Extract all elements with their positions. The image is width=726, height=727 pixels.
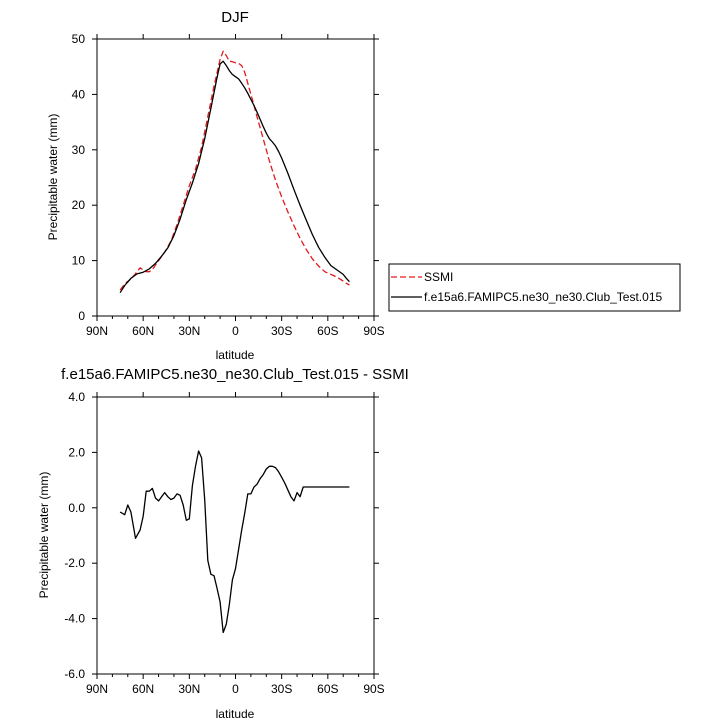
top-x-tick-label: 60N [132, 324, 154, 338]
top-chart: DJF 90N 60N 30N 0 30S 60S 90S 0 10 20 30 40 50 lati… [46, 9, 681, 362]
bottom-x-tick-label: 30S [271, 682, 292, 696]
top-series-line-1 [119, 60, 350, 294]
top-y-tick-label: 30 [72, 143, 86, 157]
bottom-series-group [119, 450, 350, 634]
top-x-ticks: 90N 60N 30N 0 30S 60S 90S [86, 34, 385, 338]
bottom-y-ticks: -6.0 -4.0 -2.0 0.0 2.0 4.0 [64, 390, 379, 681]
legend-label-model: f.e15a6.FAMIPC5.ne30_ne30.Club_Test.015 [424, 290, 662, 304]
top-y-axis-label: Precipitable water (mm) [46, 114, 60, 241]
bottom-chart: f.e15a6.FAMIPC5.ne30_ne30.Club_Test.015 … [37, 366, 409, 721]
top-x-tick-label: 30N [178, 324, 200, 338]
bottom-x-tick-label: 60S [317, 682, 338, 696]
top-x-tick-label: 90N [86, 324, 108, 338]
top-y-tick-label: 10 [72, 254, 86, 268]
bottom-y-tick-label: 2.0 [68, 445, 85, 459]
bottom-series-line-0 [119, 450, 350, 634]
bottom-x-tick-label: 0 [232, 682, 239, 696]
legend-label-ssmi: SSMI [424, 270, 453, 284]
bottom-x-ticks: 90N 60N 30N 0 30S 60S 90S [86, 392, 385, 696]
bottom-y-axis-label: Precipitable water (mm) [37, 472, 51, 599]
bottom-y-tick-label: -6.0 [64, 667, 85, 681]
bottom-y-tick-label: 0.0 [68, 501, 85, 515]
top-y-tick-label: 0 [78, 309, 85, 323]
top-chart-title: DJF [221, 9, 249, 26]
bottom-chart-title: f.e15a6.FAMIPC5.ne30_ne30.Club_Test.015 … [61, 366, 409, 383]
top-x-axis-label: latitude [216, 348, 255, 362]
legend-box [388, 263, 681, 312]
bottom-x-tick-label: 60N [132, 682, 154, 696]
top-x-tick-label: 60S [317, 324, 338, 338]
bottom-y-tick-label: -4.0 [64, 612, 85, 626]
top-series-group [119, 50, 350, 294]
top-y-ticks: 0 10 20 30 40 50 [72, 32, 379, 323]
top-y-tick-label: 20 [72, 198, 86, 212]
top-x-tick-label: 0 [232, 324, 239, 338]
legend: SSMI f.e15a6.FAMIPC5.ne30_ne30.Club_Test… [388, 263, 681, 312]
top-y-tick-label: 50 [72, 32, 86, 46]
bottom-x-tick-label: 30N [178, 682, 200, 696]
bottom-x-tick-label: 90N [86, 682, 108, 696]
bottom-y-tick-label: 4.0 [68, 390, 85, 404]
bottom-plot-frame [96, 396, 375, 675]
top-series-line-0 [119, 50, 350, 291]
top-x-tick-label: 90S [363, 324, 384, 338]
top-x-tick-label: 30S [271, 324, 292, 338]
bottom-y-tick-label: -2.0 [64, 556, 85, 570]
top-y-tick-label: 40 [72, 87, 86, 101]
bottom-x-axis-label: latitude [216, 707, 255, 721]
bottom-x-tick-label: 90S [363, 682, 384, 696]
